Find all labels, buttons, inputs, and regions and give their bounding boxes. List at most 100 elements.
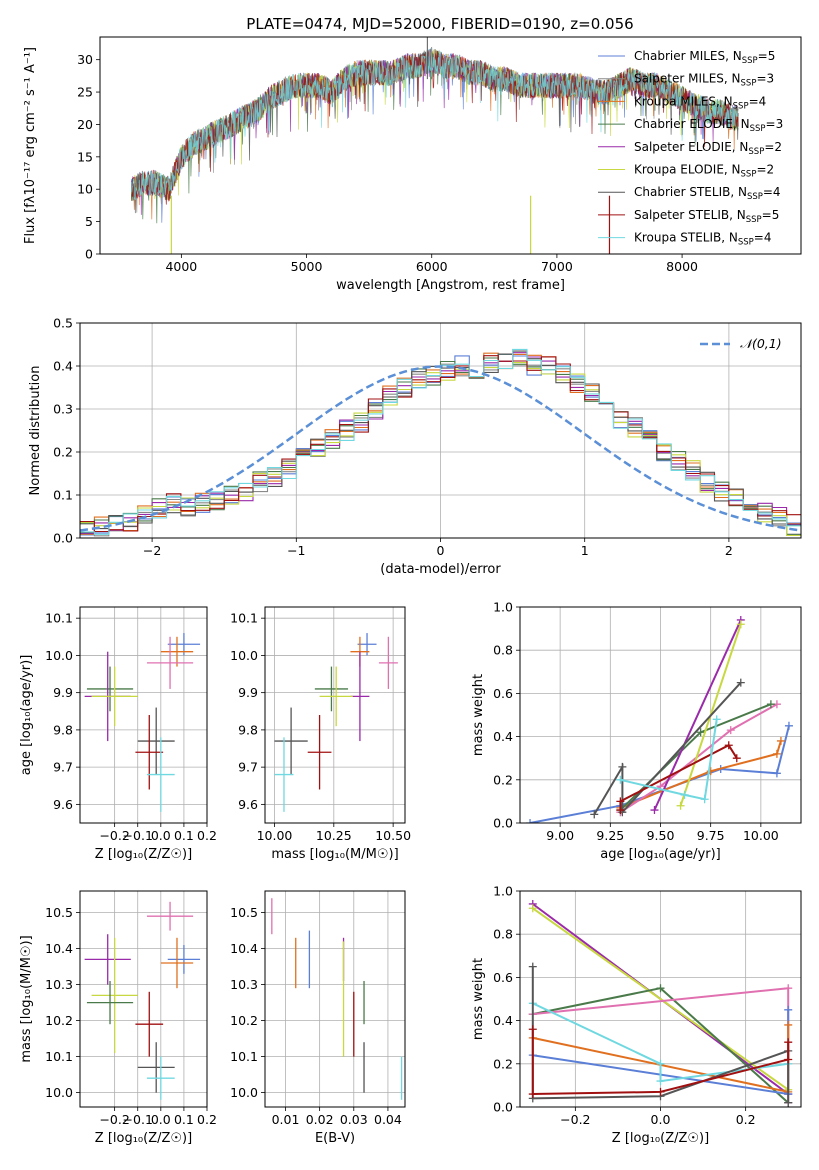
x-tick-label: −0.1 bbox=[123, 828, 153, 843]
plot-area-spectrum bbox=[130, 37, 739, 254]
y-tick-label: 0.5 bbox=[53, 316, 73, 331]
legend-entry: Kroupa MILES, NSSP=4 bbox=[634, 94, 766, 111]
x-tick-label: 0.1 bbox=[174, 1112, 194, 1127]
y-tick-label: 10.1 bbox=[230, 1049, 258, 1064]
x-tick-label: 0.01 bbox=[272, 1112, 300, 1127]
histogram-step bbox=[80, 362, 801, 537]
legend-label: Kroupa ELODIE, N bbox=[634, 163, 741, 177]
weight-marker bbox=[772, 769, 781, 778]
y-tick-label: 9.6 bbox=[238, 797, 258, 812]
x-axis-label: age [log₁₀(age/yr)] bbox=[600, 847, 721, 862]
legend-subscript: SSP bbox=[746, 215, 762, 225]
y-tick-label: 10.0 bbox=[45, 1085, 73, 1100]
y-tick-label: 9.7 bbox=[53, 760, 73, 775]
x-tick-label: 0.1 bbox=[174, 828, 194, 843]
weight-marker bbox=[724, 741, 733, 750]
weight-marker bbox=[732, 754, 741, 763]
y-tick-label: 1.0 bbox=[493, 884, 513, 899]
weight-marker bbox=[656, 1087, 665, 1096]
y-tick-label: 10.2 bbox=[45, 1013, 73, 1028]
x-tick-label: 4000 bbox=[165, 259, 197, 274]
weight-line bbox=[593, 681, 742, 815]
x-tick-label: −2 bbox=[143, 543, 161, 558]
x-tick-label: 5000 bbox=[291, 259, 323, 274]
axes-frame bbox=[99, 36, 802, 255]
weight-line bbox=[529, 725, 790, 823]
weight-marker bbox=[528, 1090, 537, 1099]
legend-label: Salpeter MILES, N bbox=[634, 72, 741, 86]
legend-label: Kroupa MILES, N bbox=[634, 94, 733, 108]
y-tick-label: 0.8 bbox=[493, 643, 513, 658]
x-tick-label: 0.2 bbox=[197, 1112, 217, 1127]
weight-marker bbox=[784, 1005, 793, 1014]
x-tick-label: 10.00 bbox=[743, 828, 779, 843]
y-tick-label: 0.4 bbox=[493, 729, 513, 744]
x-tick-label: 0.0 bbox=[151, 1112, 171, 1127]
x-tick-label: 8000 bbox=[666, 259, 698, 274]
panel-residuals: −2 −1 0 1 2 0.0 0.1 0.2 0.3 0.4 0.5 (data-model)/er… bbox=[28, 316, 802, 577]
y-tick-label: 0.2 bbox=[493, 772, 513, 787]
weight-marker bbox=[526, 819, 535, 823]
y-tick-label: 10.1 bbox=[45, 1049, 73, 1064]
y-tick-label: 0.0 bbox=[493, 816, 513, 831]
y-tick-label: 0.6 bbox=[493, 686, 513, 701]
axes-frame bbox=[519, 606, 802, 824]
weight-marker bbox=[784, 1038, 793, 1047]
weight-marker bbox=[736, 678, 745, 687]
panel-weight_vs_Z: −0.2 0.0 0.2 0.0 0.2 0.4 0.6 0.8 1.0 Z [log₁₀(Z/Z… bbox=[471, 884, 802, 1146]
weight-line bbox=[619, 703, 778, 814]
y-tick-label: 10.4 bbox=[45, 941, 73, 956]
legend-subscript: SSP bbox=[750, 124, 766, 134]
weight-marker bbox=[656, 984, 665, 993]
y-axis-label: mass weight bbox=[471, 958, 486, 1040]
y-tick-label: 0.6 bbox=[493, 970, 513, 985]
x-tick-label: 0.04 bbox=[374, 1112, 402, 1127]
x-tick-label: 10.50 bbox=[375, 828, 411, 843]
x-tick-label: 9.75 bbox=[697, 828, 725, 843]
weight-marker bbox=[618, 762, 627, 771]
panel-age_vs_mass: 10.00 10.25 10.50 9.6 9.7 9.8 9.9 10.0 10.1 mass … bbox=[230, 606, 411, 862]
weight-marker bbox=[766, 700, 775, 709]
legend-subscript: SSP bbox=[741, 170, 757, 180]
legend-entry: Kroupa ELODIE, NSSP=2 bbox=[634, 163, 774, 180]
x-tick-label: 0 bbox=[437, 543, 445, 558]
x-tick-label: 0.2 bbox=[736, 1112, 756, 1127]
legend-label: Chabrier ELODIE, N bbox=[634, 117, 750, 131]
x-tick-label: −0.2 bbox=[99, 1112, 129, 1127]
x-tick-label: 10.00 bbox=[257, 828, 293, 843]
y-tick-label: 10.5 bbox=[45, 905, 73, 920]
x-tick-label: 0.0 bbox=[651, 1112, 671, 1127]
x-tick-label: 10.25 bbox=[316, 828, 352, 843]
plot-area-residuals bbox=[80, 348, 801, 537]
normal-curve bbox=[80, 365, 801, 532]
legend-entry: Salpeter ELODIE, NSSP=2 bbox=[634, 140, 782, 157]
plot-area-mass_vs_Z bbox=[84, 901, 201, 1100]
legend-subscript: SSP bbox=[741, 79, 757, 89]
weight-marker bbox=[784, 721, 793, 730]
y-tick-label: 0.0 bbox=[53, 531, 73, 546]
y-tick-label: 10.2 bbox=[230, 1013, 258, 1028]
plot-area-mass_vs_ebv bbox=[271, 898, 403, 1100]
legend-suffix: =4 bbox=[749, 94, 767, 108]
histogram-step bbox=[80, 348, 801, 535]
legend-label: Salpeter STELIB, N bbox=[634, 208, 746, 222]
legend-subscript: SSP bbox=[733, 101, 749, 111]
y-tick-label: 10.0 bbox=[230, 648, 258, 663]
axes-frame bbox=[79, 606, 208, 824]
panel-weight_vs_age: 9.00 9.25 9.50 9.75 10.00 0.0 0.2 0.4 0.6 0.8 1.0 a… bbox=[471, 600, 802, 862]
legend-subscript: SSP bbox=[747, 192, 763, 202]
weight-marker bbox=[736, 620, 745, 629]
y-tick-label: 15 bbox=[77, 149, 93, 164]
legend-entry: Chabrier MILES, NSSP=5 bbox=[634, 49, 775, 66]
spectrum-line bbox=[130, 47, 739, 201]
x-axis-label: Z [log₁₀(Z/Z☉)] bbox=[95, 847, 192, 862]
y-tick-label: 9.8 bbox=[238, 722, 258, 737]
x-tick-label: 0.2 bbox=[197, 828, 217, 843]
legend-suffix: =5 bbox=[758, 49, 776, 63]
weight-marker bbox=[696, 728, 705, 737]
weight-marker bbox=[656, 1077, 665, 1086]
y-tick-label: 10.3 bbox=[230, 977, 258, 992]
axes-frame bbox=[264, 606, 406, 824]
weight-marker bbox=[528, 1025, 537, 1034]
